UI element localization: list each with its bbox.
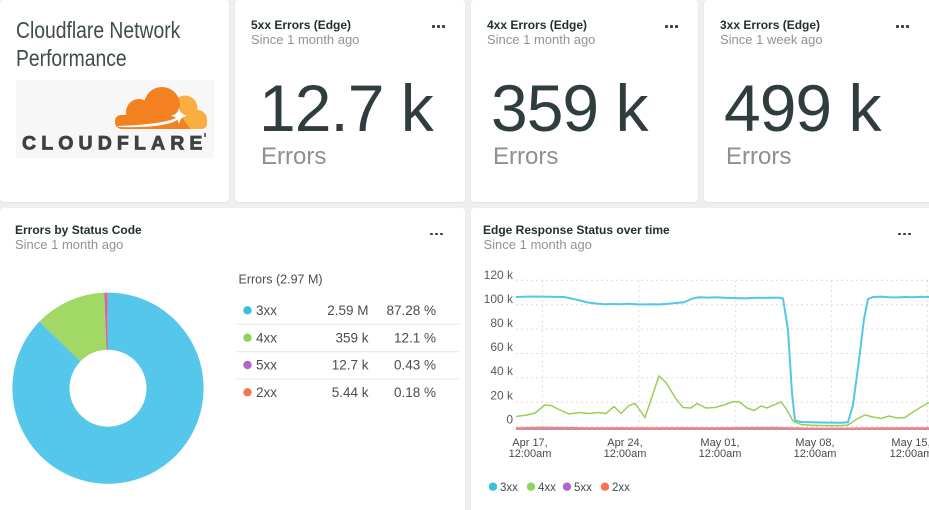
svg-text:5.44 k: 5.44 k: [332, 385, 369, 400]
svg-text:4xx: 4xx: [538, 482, 556, 494]
svg-text:CLOUDFLARE: CLOUDFLARE: [22, 133, 204, 155]
svg-text:3xx: 3xx: [500, 482, 518, 494]
svg-text:Apr 17,: Apr 17,: [512, 437, 547, 449]
svg-text:12:00am: 12:00am: [509, 448, 552, 460]
svg-text:12.1 %: 12.1 %: [394, 330, 436, 345]
svg-text:12:00am: 12:00am: [699, 448, 742, 460]
svg-text:May 08,: May 08,: [795, 437, 834, 449]
svg-text:0.43 %: 0.43 %: [394, 358, 436, 373]
svg-text:120 k: 120 k: [484, 268, 514, 282]
svg-text:Errors (2.97 M): Errors (2.97 M): [239, 273, 323, 287]
svg-text:12:00am: 12:00am: [604, 448, 647, 460]
svg-text:4xx: 4xx: [256, 330, 277, 345]
svg-text:5xx: 5xx: [574, 482, 592, 494]
svg-text:May 15,: May 15,: [891, 437, 929, 449]
svg-text:May 01,: May 01,: [700, 437, 739, 449]
svg-text:5xx: 5xx: [256, 358, 277, 373]
svg-text:0.18 %: 0.18 %: [394, 385, 436, 400]
svg-text:359 k: 359 k: [335, 330, 368, 345]
svg-text:80 k: 80 k: [490, 316, 514, 330]
svg-text:3xx: 3xx: [256, 303, 277, 318]
svg-text:87.28 %: 87.28 %: [386, 303, 436, 318]
svg-text:100 k: 100 k: [484, 292, 514, 306]
svg-text:2.59 M: 2.59 M: [327, 303, 368, 318]
svg-text:12:00am: 12:00am: [890, 448, 929, 460]
svg-text:60 k: 60 k: [490, 340, 514, 354]
svg-text:12.7 k: 12.7 k: [332, 358, 369, 373]
svg-text:12:00am: 12:00am: [794, 448, 837, 460]
svg-text:40 k: 40 k: [490, 364, 514, 378]
svg-text:2xx: 2xx: [612, 482, 630, 494]
svg-text:Apr 24,: Apr 24,: [607, 437, 642, 449]
svg-text:0: 0: [506, 412, 513, 426]
svg-text:20 k: 20 k: [490, 388, 514, 402]
svg-text:2xx: 2xx: [256, 385, 277, 400]
